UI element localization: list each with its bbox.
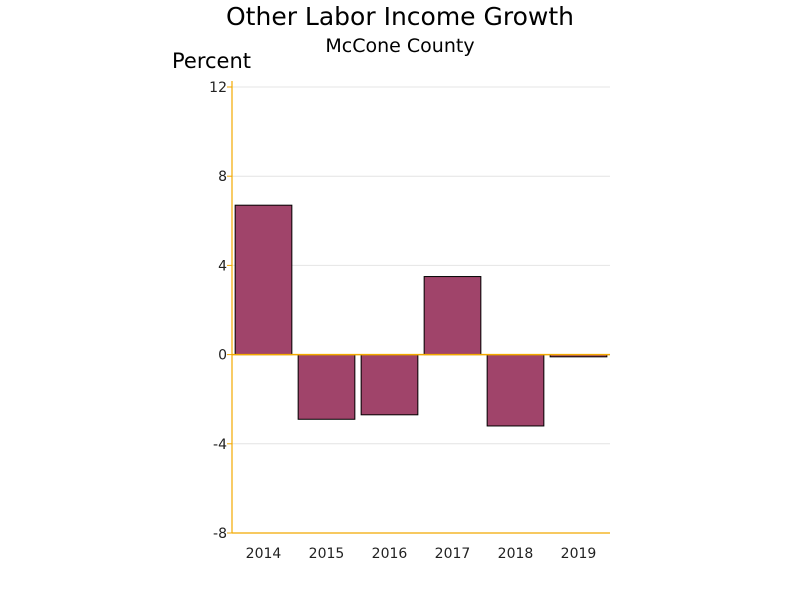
bars (234, 204, 608, 427)
x-tick-label: 2014 (246, 546, 282, 562)
x-tick-label: 2017 (435, 546, 471, 562)
x-tick-label: 2015 (309, 546, 345, 562)
axes (227, 81, 610, 534)
y-axis-label: Percent (172, 49, 251, 73)
x-tick-labels: 2014 2015 2016 2017 2018 2019 (246, 546, 597, 562)
bar-2017 (423, 276, 482, 356)
x-tick-label: 2019 (561, 546, 597, 562)
x-tick-label: 2018 (498, 546, 534, 562)
y-tick-label: -4 (213, 437, 227, 453)
bar-2018 (486, 354, 545, 427)
y-tick-label: 0 (218, 348, 227, 364)
y-tick-label: 12 (209, 80, 227, 96)
bar-2016 (360, 354, 419, 416)
chart-subtitle: McCone County (325, 35, 474, 57)
chart-title: Other Labor Income Growth (226, 2, 574, 31)
x-tick-label: 2016 (372, 546, 408, 562)
y-tick-labels: -8 -4 0 4 8 12 (209, 80, 227, 542)
y-tick-label: 8 (218, 169, 227, 185)
bar-2015 (297, 354, 356, 420)
gridlines (232, 86, 610, 445)
bar-2014 (234, 204, 293, 356)
y-tick-label: 4 (218, 258, 227, 274)
y-tick-label: -8 (213, 526, 227, 542)
